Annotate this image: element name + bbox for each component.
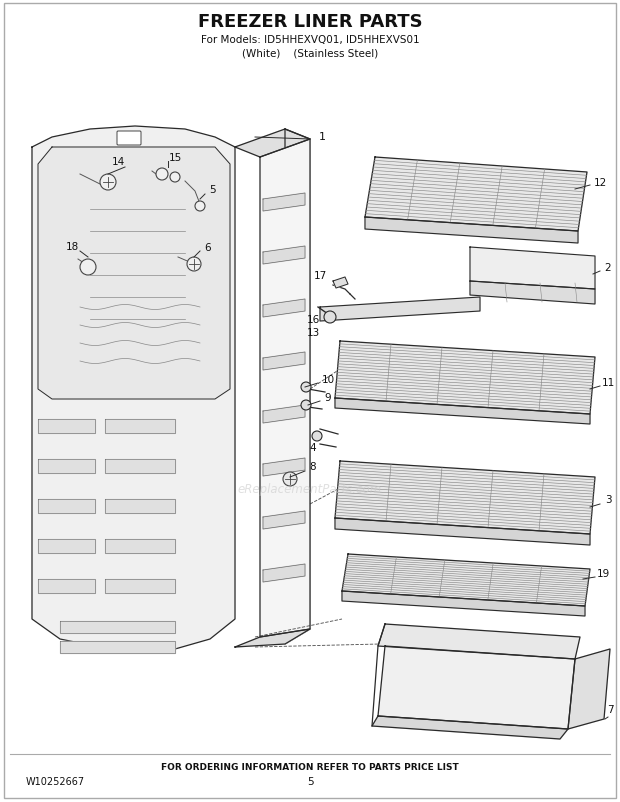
- Polygon shape: [342, 554, 590, 606]
- Circle shape: [100, 175, 116, 191]
- Polygon shape: [38, 539, 95, 553]
- Polygon shape: [263, 194, 305, 212]
- Polygon shape: [105, 500, 175, 513]
- Text: 8: 8: [309, 461, 316, 472]
- Text: 11: 11: [601, 378, 614, 387]
- Polygon shape: [378, 624, 580, 659]
- Circle shape: [283, 472, 297, 486]
- Polygon shape: [333, 277, 348, 289]
- Text: 3: 3: [604, 494, 611, 504]
- Text: 13: 13: [306, 327, 320, 338]
- Polygon shape: [235, 130, 310, 158]
- Text: 12: 12: [593, 178, 606, 188]
- Circle shape: [324, 312, 336, 323]
- Text: 7: 7: [607, 704, 613, 714]
- Text: 2: 2: [604, 263, 611, 273]
- Polygon shape: [105, 579, 175, 593]
- Text: 6: 6: [205, 243, 211, 253]
- Polygon shape: [263, 247, 305, 265]
- Polygon shape: [335, 461, 595, 534]
- Circle shape: [301, 400, 311, 411]
- Polygon shape: [32, 127, 235, 649]
- Text: 5: 5: [307, 776, 313, 786]
- Polygon shape: [260, 140, 310, 638]
- Text: 1: 1: [319, 132, 326, 142]
- Text: 15: 15: [169, 153, 182, 163]
- Polygon shape: [38, 419, 95, 433]
- Text: 18: 18: [65, 241, 79, 252]
- Polygon shape: [38, 579, 95, 593]
- Polygon shape: [235, 630, 310, 647]
- Text: (White)    (Stainless Steel): (White) (Stainless Steel): [242, 49, 378, 59]
- Text: W10252667: W10252667: [25, 776, 84, 786]
- Polygon shape: [60, 622, 175, 634]
- Text: 14: 14: [112, 157, 125, 167]
- Text: 5: 5: [210, 184, 216, 195]
- Circle shape: [301, 383, 311, 392]
- Polygon shape: [470, 282, 595, 305]
- Polygon shape: [335, 342, 595, 415]
- Text: 17: 17: [313, 270, 327, 281]
- Polygon shape: [342, 591, 585, 616]
- Circle shape: [195, 202, 205, 212]
- Polygon shape: [365, 158, 587, 232]
- Polygon shape: [263, 300, 305, 318]
- Text: 19: 19: [596, 569, 609, 578]
- Polygon shape: [335, 399, 590, 424]
- Polygon shape: [60, 642, 175, 653]
- Polygon shape: [263, 565, 305, 582]
- Polygon shape: [372, 716, 568, 739]
- Polygon shape: [105, 419, 175, 433]
- Text: 4: 4: [309, 443, 316, 452]
- Polygon shape: [335, 518, 590, 545]
- Circle shape: [80, 260, 96, 276]
- Polygon shape: [38, 460, 95, 473]
- Circle shape: [187, 257, 201, 272]
- Polygon shape: [568, 649, 610, 729]
- Text: 9: 9: [325, 392, 331, 403]
- Polygon shape: [105, 539, 175, 553]
- Polygon shape: [263, 353, 305, 371]
- Text: FOR ORDERING INFORMATION REFER TO PARTS PRICE LIST: FOR ORDERING INFORMATION REFER TO PARTS …: [161, 763, 459, 772]
- Polygon shape: [263, 512, 305, 529]
- Polygon shape: [263, 459, 305, 476]
- Text: 16: 16: [306, 314, 320, 325]
- Polygon shape: [263, 406, 305, 423]
- Circle shape: [312, 431, 322, 441]
- Text: FREEZER LINER PARTS: FREEZER LINER PARTS: [198, 13, 422, 31]
- FancyBboxPatch shape: [117, 132, 141, 146]
- Polygon shape: [470, 248, 595, 290]
- Polygon shape: [365, 217, 578, 244]
- Polygon shape: [378, 646, 575, 729]
- Polygon shape: [320, 298, 480, 322]
- Polygon shape: [105, 460, 175, 473]
- Text: For Models: ID5HHEXVQ01, ID5HHEXVS01: For Models: ID5HHEXVQ01, ID5HHEXVS01: [201, 35, 419, 45]
- Text: 10: 10: [321, 375, 335, 384]
- Polygon shape: [38, 500, 95, 513]
- Text: eReplacementParts.com: eReplacementParts.com: [238, 483, 382, 496]
- Polygon shape: [285, 130, 310, 644]
- Polygon shape: [38, 148, 230, 399]
- Circle shape: [170, 172, 180, 183]
- Circle shape: [156, 168, 168, 180]
